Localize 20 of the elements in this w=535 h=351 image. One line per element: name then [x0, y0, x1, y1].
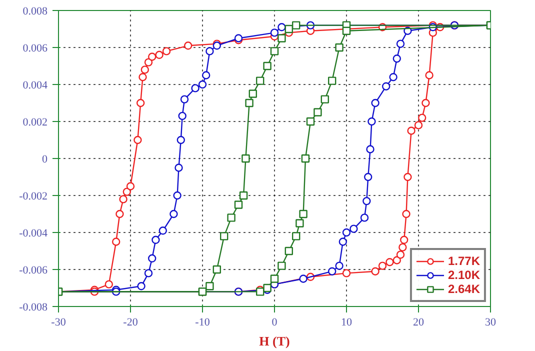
x-tick-label: -30 — [51, 316, 66, 328]
y-tick-label: 0.008 — [22, 6, 48, 18]
y-tick-label: 0.006 — [22, 42, 48, 54]
x-tick-label: 30 — [485, 316, 496, 328]
y-tick-label: -0.004 — [19, 228, 48, 240]
x-tick-label: -10 — [195, 316, 210, 328]
y-tick-label: 0.002 — [22, 116, 48, 128]
legend-label: 2.64K — [448, 282, 480, 296]
y-tick-label: -0.002 — [19, 190, 48, 202]
x-tick-label: 0 — [272, 316, 278, 328]
x-tick-label: -20 — [123, 316, 138, 328]
y-tick-label: 0 — [42, 154, 48, 166]
y-tick-label: -0.008 — [19, 302, 48, 314]
y-tick-label: -0.006 — [19, 264, 48, 276]
y-tick-label: 0.004 — [22, 80, 48, 92]
legend-label: 2.10K — [448, 268, 480, 282]
x-tick-label: 10 — [341, 316, 352, 328]
x-axis-title: H (T) — [259, 334, 290, 348]
legend-label: 1.77K — [448, 254, 480, 268]
x-tick-label: 20 — [413, 316, 424, 328]
